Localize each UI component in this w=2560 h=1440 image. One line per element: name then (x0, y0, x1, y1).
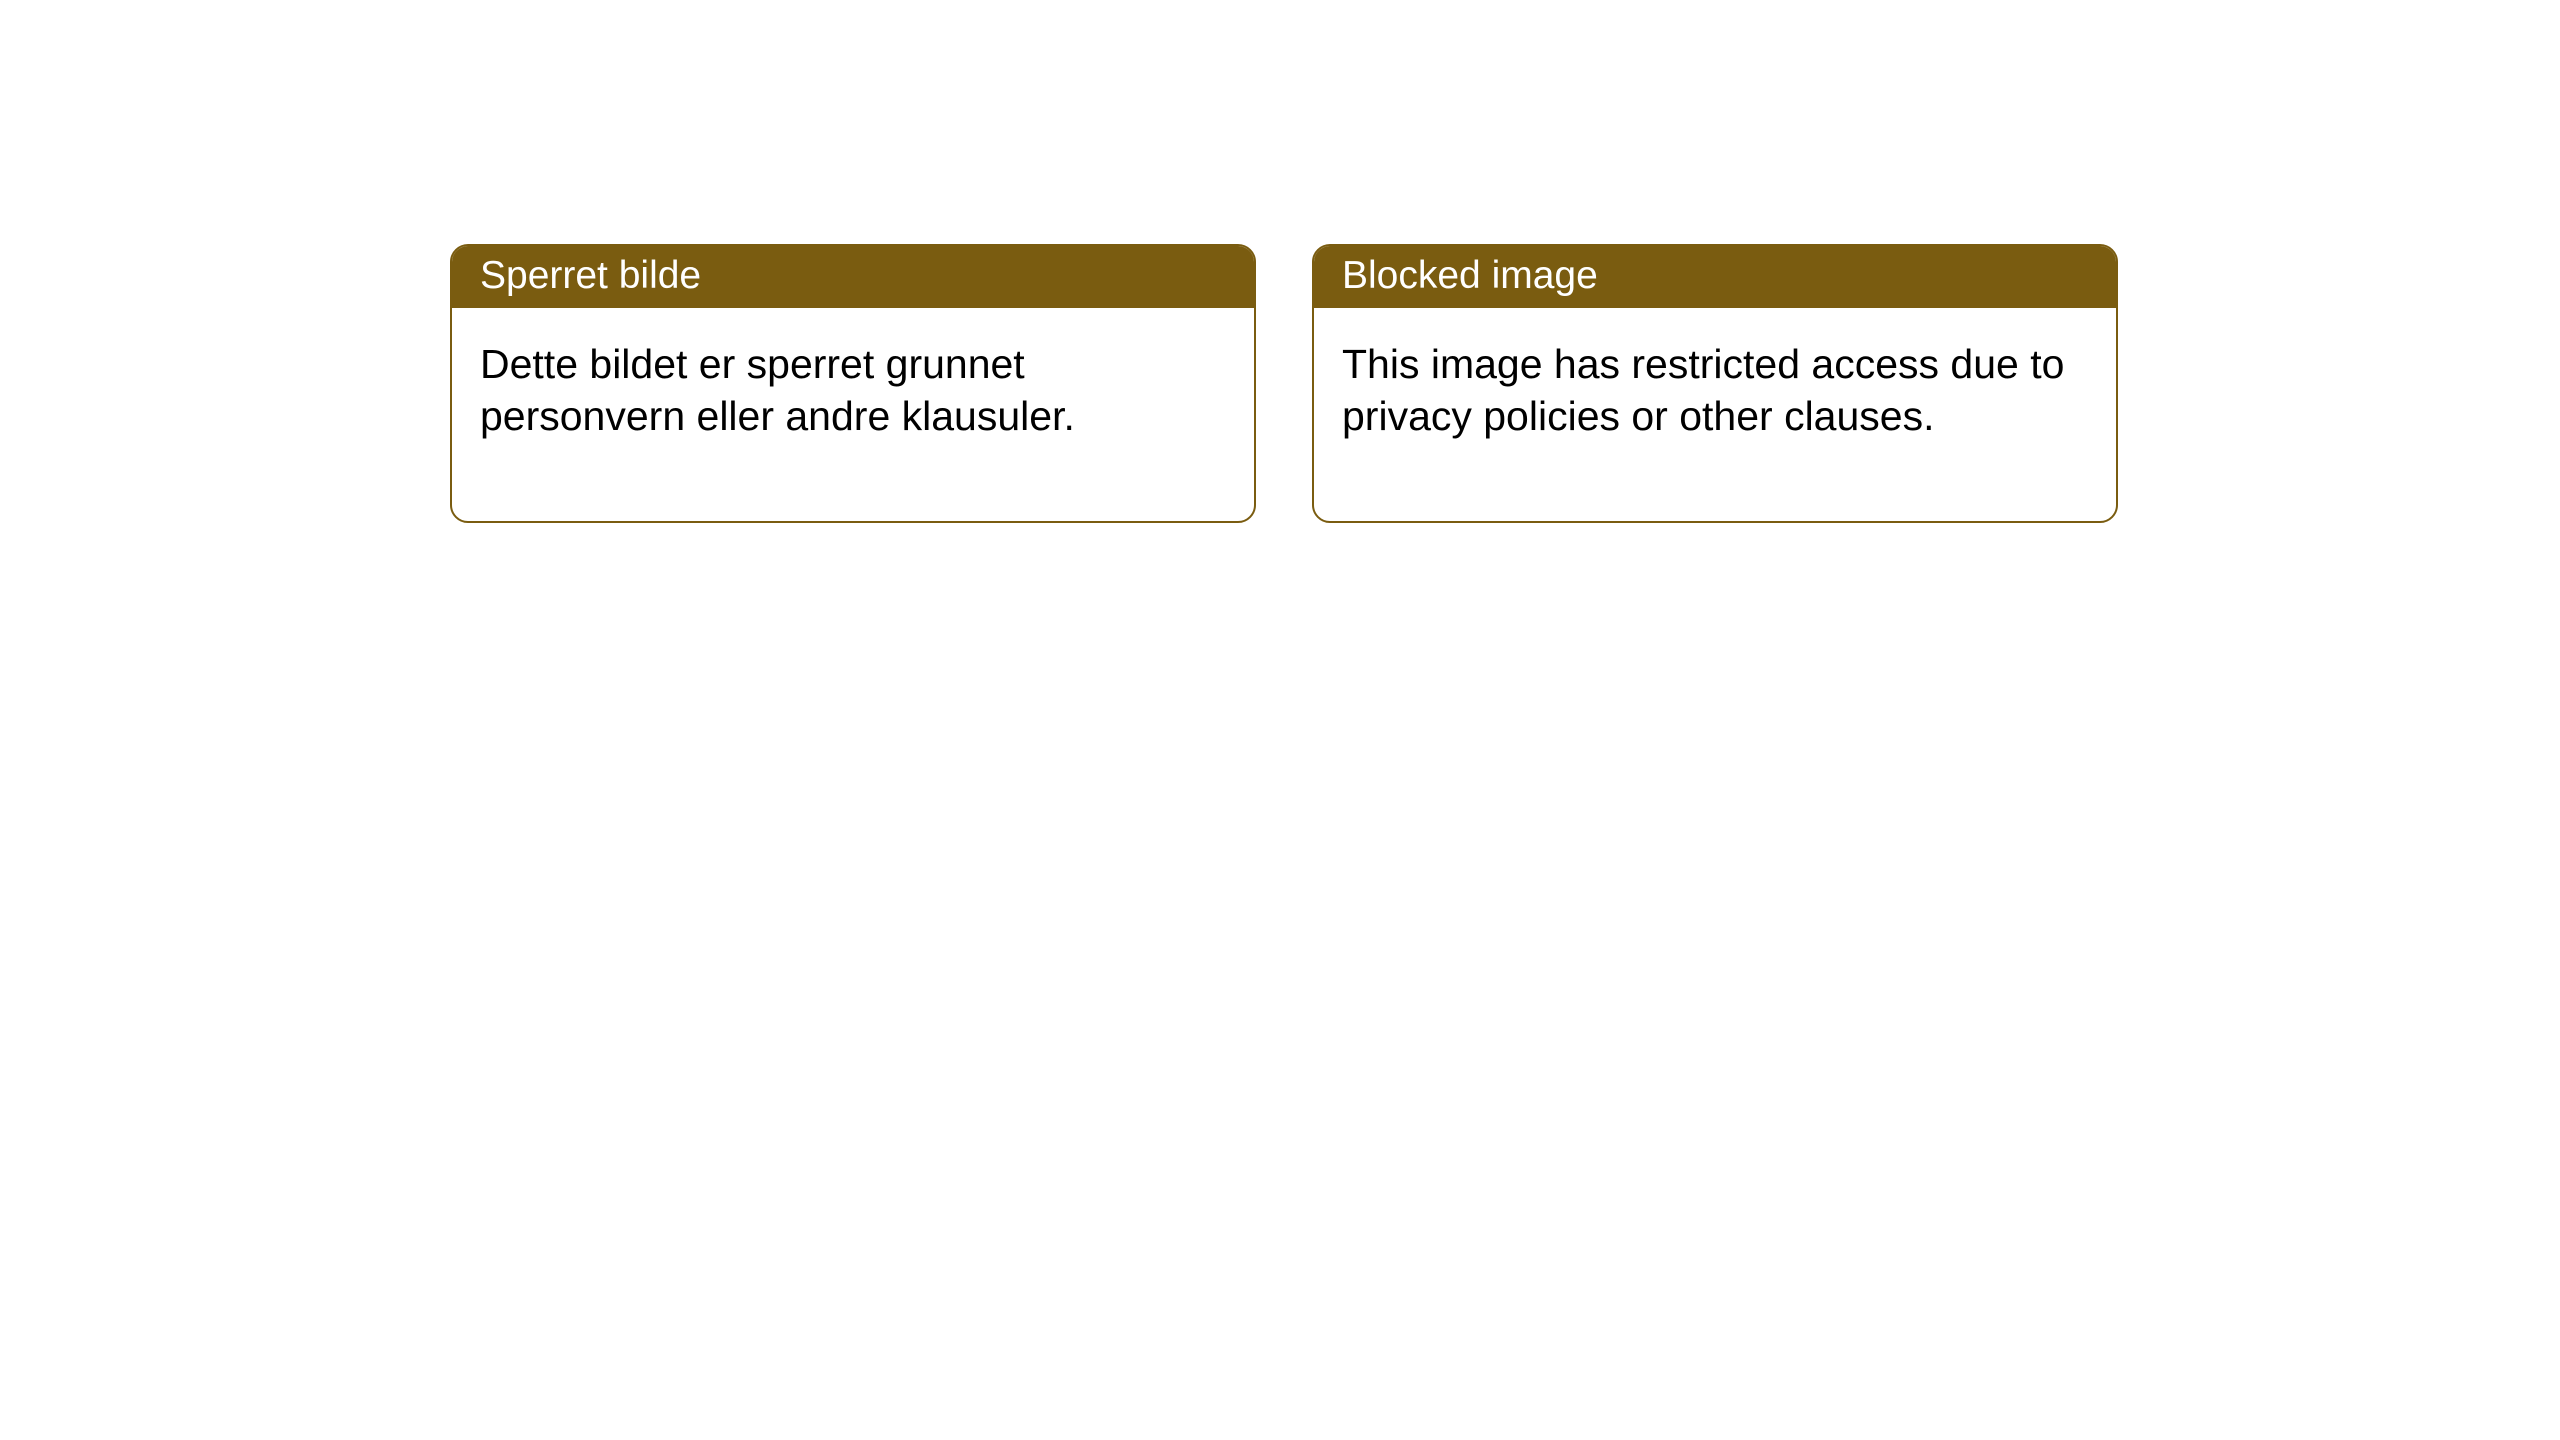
notice-header-english: Blocked image (1314, 246, 2116, 308)
notice-card-norwegian: Sperret bilde Dette bildet er sperret gr… (450, 244, 1256, 523)
notice-cards-container: Sperret bilde Dette bildet er sperret gr… (450, 244, 2118, 523)
notice-body-english: This image has restricted access due to … (1314, 308, 2116, 521)
notice-body-norwegian: Dette bildet er sperret grunnet personve… (452, 308, 1254, 521)
notice-header-norwegian: Sperret bilde (452, 246, 1254, 308)
notice-card-english: Blocked image This image has restricted … (1312, 244, 2118, 523)
